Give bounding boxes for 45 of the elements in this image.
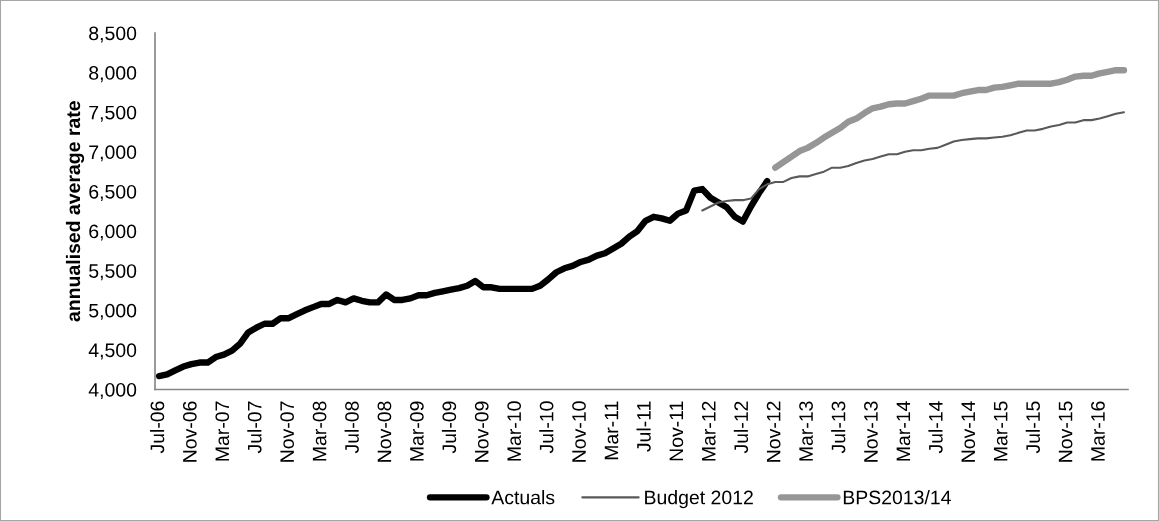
x-tick-label: Nov-10 xyxy=(572,401,586,462)
x-tick-label: Mar-15 xyxy=(993,401,1008,461)
y-tick-label: 8,500 xyxy=(89,26,137,43)
x-tick-label: Jul-14 xyxy=(928,401,943,454)
x-tick-label: Jul-09 xyxy=(441,401,457,454)
x-tick-label: Mar-08 xyxy=(312,401,327,461)
x-tick-label: Mar-13 xyxy=(799,401,813,461)
line-series xyxy=(701,111,1125,212)
y-tick-label: 6,000 xyxy=(89,224,137,241)
x-tick-label: Jul-10 xyxy=(539,401,554,454)
x-tick-label: Jul-08 xyxy=(344,401,359,454)
x-tick-label: Mar-14 xyxy=(896,401,911,461)
x-tick-label: Mar-12 xyxy=(701,401,716,461)
x-tick-label: Jul-13 xyxy=(831,401,846,454)
y-axis-title: annualised average rate xyxy=(65,101,85,322)
x-tick-label: Nov-12 xyxy=(766,401,781,462)
x-tick-label: Jul-07 xyxy=(247,401,262,454)
x-tick-label: Nov-08 xyxy=(377,401,392,462)
y-tick-label: 5,000 xyxy=(89,303,137,320)
x-tick-label: Nov-07 xyxy=(280,401,295,462)
y-tick-label: 7,500 xyxy=(89,105,137,122)
y-tick-label: 4,000 xyxy=(88,382,137,400)
x-tick-label: Nov-15 xyxy=(1058,401,1073,462)
x-tick-label: Mar-16 xyxy=(1091,401,1105,461)
y-tick-label: 6,500 xyxy=(89,184,137,201)
y-tick-label: 5,500 xyxy=(89,264,137,281)
y-tick-label: 7,000 xyxy=(89,145,137,162)
x-tick-label: Jul-06 xyxy=(149,401,165,454)
x-tick-label: Mar-09 xyxy=(409,401,424,461)
y-tick-label: 4,500 xyxy=(88,343,137,360)
x-tick-label: Mar-11 xyxy=(604,401,619,460)
x-tick-label: Nov-14 xyxy=(961,401,976,462)
x-tick-label: Jul-12 xyxy=(733,401,749,454)
x-tick-label: Mar-07 xyxy=(215,401,230,461)
legend-label: Actuals xyxy=(491,490,555,505)
y-tick-label: 8,000 xyxy=(89,66,137,83)
x-tick-label: Nov-11 xyxy=(669,401,684,461)
x-tick-label: Jul-15 xyxy=(1025,401,1040,454)
x-tick-label: Nov-09 xyxy=(474,401,489,462)
x-tick-label: Jul-11 xyxy=(636,401,651,452)
x-tick-label: Mar-10 xyxy=(507,401,522,461)
x-tick-label: Nov-13 xyxy=(864,401,878,462)
legend-label: BPS2013/14 xyxy=(843,490,951,505)
x-tick-label: Nov-06 xyxy=(182,401,197,462)
legend-label: Budget 2012 xyxy=(645,490,753,509)
